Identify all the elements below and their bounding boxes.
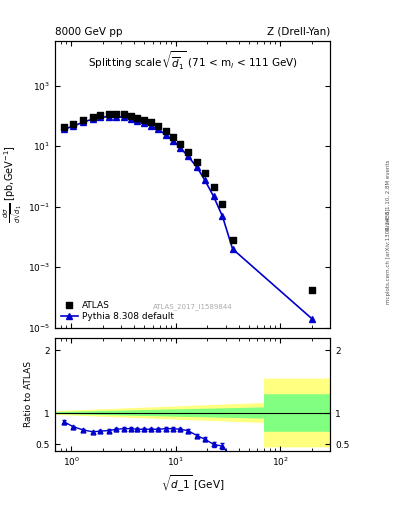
Pythia 8.308 default bbox=[135, 118, 140, 124]
Line: Pythia 8.308 default: Pythia 8.308 default bbox=[61, 114, 314, 322]
ATLAS bbox=[184, 148, 191, 156]
Pythia 8.308 default bbox=[220, 213, 225, 219]
Text: Rivet 3.1.10, 2.8M events: Rivet 3.1.10, 2.8M events bbox=[386, 159, 391, 230]
ATLAS bbox=[106, 110, 112, 118]
ATLAS bbox=[127, 112, 134, 120]
ATLAS bbox=[80, 116, 86, 124]
ATLAS bbox=[230, 236, 236, 244]
ATLAS bbox=[70, 120, 77, 128]
Pythia 8.308 default bbox=[114, 114, 119, 120]
Pythia 8.308 default bbox=[202, 177, 207, 183]
ATLAS bbox=[202, 169, 208, 177]
Pythia 8.308 default bbox=[195, 164, 199, 170]
ATLAS bbox=[155, 121, 162, 130]
Pythia 8.308 default bbox=[230, 246, 235, 252]
Text: mcplots.cern.ch [arXiv:1306.3436]: mcplots.cern.ch [arXiv:1306.3436] bbox=[386, 208, 391, 304]
Pythia 8.308 default bbox=[81, 119, 86, 125]
Pythia 8.308 default bbox=[178, 144, 182, 151]
ATLAS bbox=[170, 133, 176, 141]
ATLAS bbox=[194, 158, 200, 166]
ATLAS bbox=[210, 183, 217, 191]
ATLAS bbox=[148, 118, 154, 126]
ATLAS bbox=[113, 110, 119, 118]
Y-axis label: $\frac{d\sigma}{d\sqrt{d_1}}$ [pb,GeV$^{-1}$]: $\frac{d\sigma}{d\sqrt{d_1}}$ [pb,GeV$^{… bbox=[2, 145, 25, 223]
Pythia 8.308 default bbox=[98, 114, 103, 120]
Pythia 8.308 default bbox=[149, 123, 153, 129]
Pythia 8.308 default bbox=[71, 123, 76, 129]
Polygon shape bbox=[55, 378, 330, 447]
ATLAS bbox=[219, 200, 226, 208]
Pythia 8.308 default bbox=[128, 116, 133, 122]
ATLAS bbox=[162, 127, 169, 135]
Text: ATLAS_2017_I1589844: ATLAS_2017_I1589844 bbox=[153, 304, 232, 310]
ATLAS bbox=[97, 111, 103, 119]
Pythia 8.308 default bbox=[122, 114, 127, 120]
Text: Splitting scale$\sqrt{\overline{d}_1}$ (71 < m$_l$ < 111 GeV): Splitting scale$\sqrt{\overline{d}_1}$ (… bbox=[88, 50, 298, 72]
Pythia 8.308 default bbox=[309, 315, 314, 322]
Pythia 8.308 default bbox=[107, 114, 111, 120]
Text: Z (Drell-Yan): Z (Drell-Yan) bbox=[267, 27, 330, 37]
Text: 8000 GeV pp: 8000 GeV pp bbox=[55, 27, 123, 37]
Pythia 8.308 default bbox=[211, 193, 216, 199]
Pythia 8.308 default bbox=[61, 126, 66, 133]
ATLAS bbox=[177, 140, 183, 148]
ATLAS bbox=[121, 110, 127, 118]
Y-axis label: Ratio to ATLAS: Ratio to ATLAS bbox=[24, 361, 33, 427]
Pythia 8.308 default bbox=[90, 116, 95, 122]
X-axis label: $\sqrt{d\_1}$ [GeV]: $\sqrt{d\_1}$ [GeV] bbox=[161, 474, 224, 494]
ATLAS bbox=[141, 116, 147, 124]
ATLAS bbox=[309, 286, 315, 294]
ATLAS bbox=[61, 123, 67, 132]
Pythia 8.308 default bbox=[171, 138, 176, 144]
Pythia 8.308 default bbox=[156, 126, 161, 133]
ATLAS bbox=[89, 113, 95, 121]
Pythia 8.308 default bbox=[142, 120, 147, 126]
Pythia 8.308 default bbox=[185, 153, 190, 159]
Pythia 8.308 default bbox=[163, 132, 168, 138]
ATLAS bbox=[134, 114, 141, 122]
Polygon shape bbox=[55, 394, 330, 432]
Legend: ATLAS, Pythia 8.308 default: ATLAS, Pythia 8.308 default bbox=[59, 299, 176, 323]
